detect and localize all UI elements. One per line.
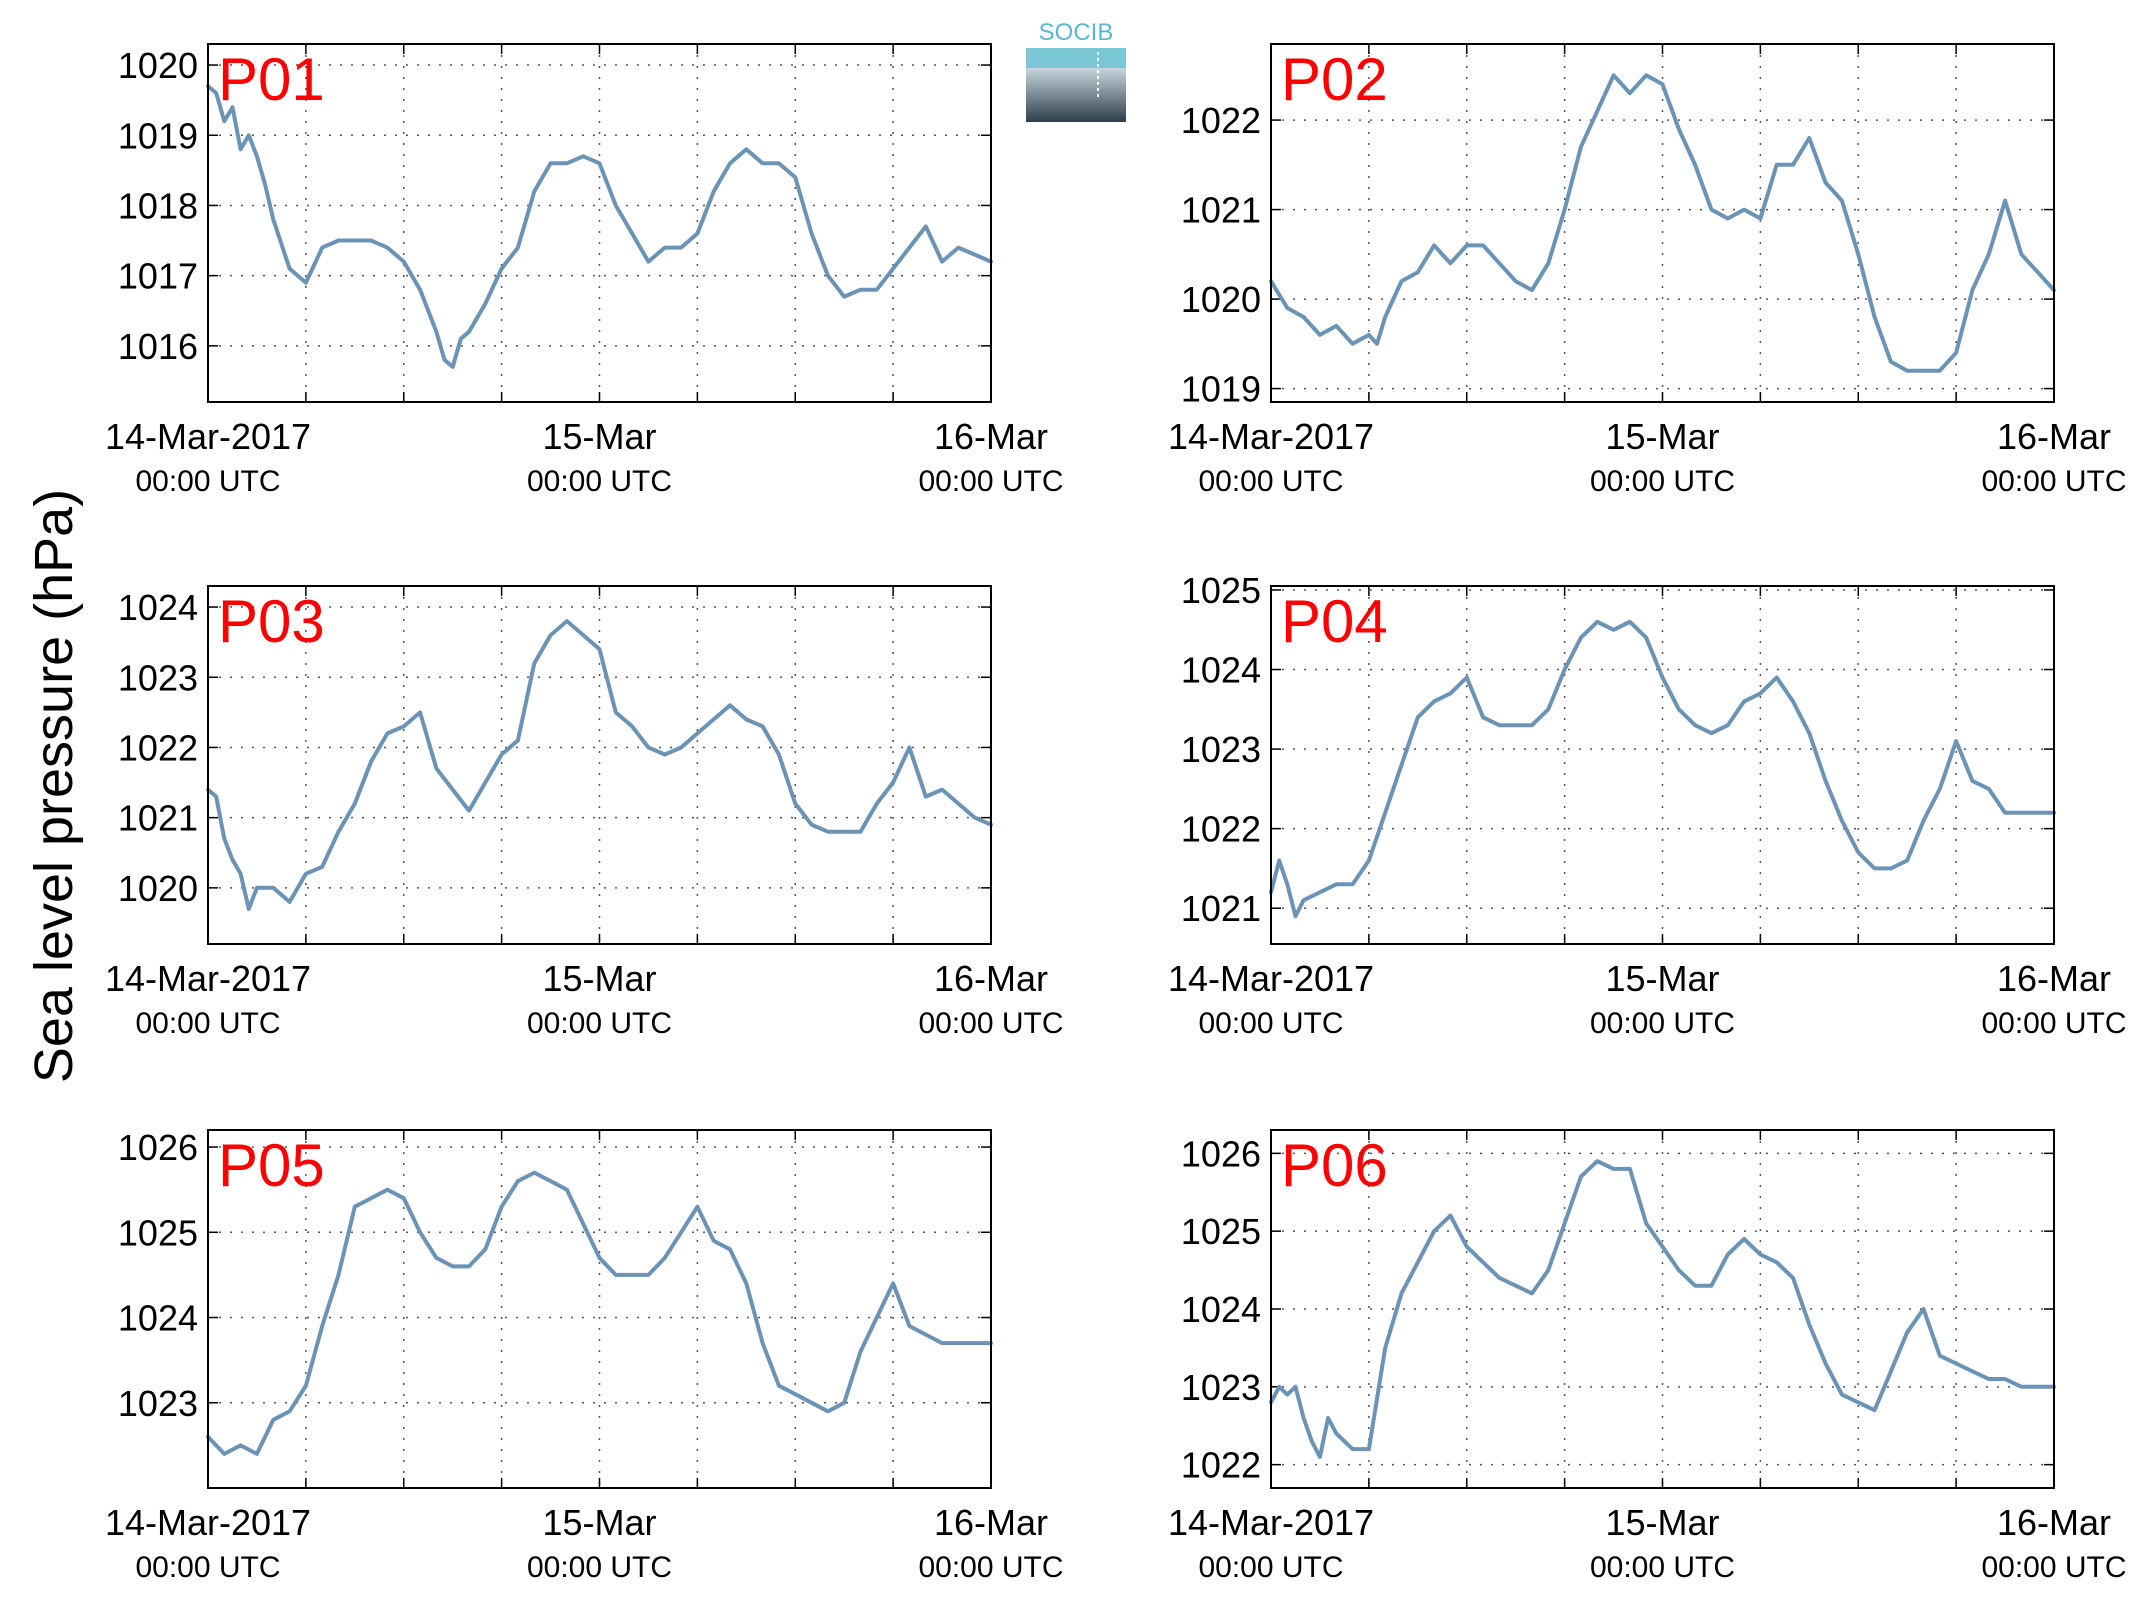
x-tick-label-time: 00:00 UTC [135,1007,280,1040]
x-tick-label-time: 00:00 UTC [135,1551,280,1584]
y-tick-label: 1020 [118,868,198,909]
panel-label: P03 [218,588,325,655]
axes-frame [1270,1129,2055,1489]
y-tick-label: 1021 [118,798,198,839]
x-tick-label-time: 00:00 UTC [527,1007,672,1040]
x-tick-label-time: 00:00 UTC [527,1551,672,1584]
x-tick-label-date: 15-Mar [1605,958,1719,999]
y-tick-label: 1020 [118,45,198,86]
panel-p04: 1021 1022 1023 1024 1025 14-Mar-2017 00:00 UTC… [1168,570,2127,1040]
x-tick-label-time: 00:00 UTC [135,465,280,498]
x-tick-label-date: 15-Mar [542,416,656,457]
x-tick-label-time: 00:00 UTC [1198,465,1343,498]
x-tick-label-time: 00:00 UTC [527,465,672,498]
axes-frame [1270,43,2055,403]
x-tick-label-date: 16-Mar [1997,958,2111,999]
pressure-series-line [206,1170,993,1456]
pressure-series-line [1269,619,2056,919]
y-tick-label: 1017 [118,256,198,297]
x-tick-label-date: 16-Mar [1997,416,2111,457]
x-tick-label-time: 00:00 UTC [1198,1551,1343,1584]
x-tick-label-date: 15-Mar [542,958,656,999]
x-tick-label-date: 15-Mar [1605,1502,1719,1543]
y-tick-label: 1022 [1181,100,1261,141]
y-tick-label: 1025 [1181,1211,1261,1252]
x-tick-label-date: 16-Mar [934,416,1048,457]
x-tick-label-time: 00:00 UTC [1590,1551,1735,1584]
axes-frame [207,585,992,945]
panel-p01: 1016 1017 1018 1019 1020 14-Mar-2017 00:00 UTC… [105,43,1064,498]
x-tick-label-time: 00:00 UTC [1590,1007,1735,1040]
panel-p05: 1023 1024 1025 1026 14-Mar-2017 00:00 UTC 15-M… [105,1127,1064,1584]
socib-logo-wave [1026,48,1126,70]
pressure-series-line [1269,73,2056,373]
x-tick-label-date: 16-Mar [934,1502,1048,1543]
y-tick-label: 1026 [118,1127,198,1168]
y-tick-label: 1022 [118,727,198,768]
x-tick-label-time: 00:00 UTC [1981,1007,2126,1040]
panel-label: P05 [218,1132,325,1199]
y-tick-label: 1024 [118,1298,198,1339]
pressure-series-line [1269,1159,2056,1459]
y-tick-label: 1019 [118,115,198,156]
panel-p03: 1020 1021 1022 1023 1024 14-Mar-2017 00:00 UTC… [105,585,1064,1040]
panel-label: P04 [1281,588,1388,655]
panels: 1016 1017 1018 1019 1020 14-Mar-2017 00:00 UTC… [105,43,2127,1584]
pressure-series-line [206,619,993,911]
y-tick-label: 1025 [1181,570,1261,611]
panel-label: P01 [218,46,325,113]
y-tick-label: 1026 [1181,1133,1261,1174]
y-tick-label: 1024 [1181,1289,1261,1330]
y-tick-label: 1022 [1181,809,1261,850]
x-tick-label-time: 00:00 UTC [1981,465,2126,498]
y-tick-label: 1024 [118,587,198,628]
x-tick-label-date: 15-Mar [1605,416,1719,457]
y-tick-label: 1021 [1181,888,1261,929]
x-tick-label-date: 14-Mar-2017 [1168,1502,1374,1543]
x-tick-label-date: 15-Mar [542,1502,656,1543]
x-tick-label-time: 00:00 UTC [1981,1551,2126,1584]
y-tick-label: 1019 [1181,369,1261,410]
axes-frame [207,43,992,403]
y-tick-label: 1021 [1181,190,1261,231]
panel-label: P02 [1281,46,1388,113]
panel-label: P06 [1281,1132,1388,1199]
panel-p02: 1019 1020 1021 1022 14-Mar-2017 00:00 UTC 15-M… [1168,43,2127,498]
y-tick-label: 1023 [1181,729,1261,770]
y-tick-label: 1023 [118,657,198,698]
y-tick-label: 1020 [1181,279,1261,320]
x-tick-label-date: 14-Mar-2017 [1168,416,1374,457]
x-tick-label-date: 16-Mar [1997,1502,2111,1543]
x-tick-label-time: 00:00 UTC [918,465,1063,498]
y-tick-label: 1023 [1181,1367,1261,1408]
socib-logo-body [1026,68,1126,122]
x-tick-label-time: 00:00 UTC [918,1007,1063,1040]
socib-logo: SOCIB [1026,19,1126,122]
y-tick-label: 1024 [1181,650,1261,691]
y-axis-label: Sea level pressure (hPa) [24,489,84,1083]
y-tick-label: 1018 [118,185,198,226]
x-tick-label-date: 14-Mar-2017 [105,416,311,457]
socib-logo-text: SOCIB [1039,19,1114,46]
y-tick-label: 1025 [118,1212,198,1253]
axes-frame [1270,585,2055,945]
x-tick-label-time: 00:00 UTC [1590,465,1735,498]
axes-frame [207,1129,992,1489]
x-tick-label-date: 14-Mar-2017 [105,958,311,999]
x-tick-label-date: 14-Mar-2017 [1168,958,1374,999]
x-tick-label-date: 14-Mar-2017 [105,1502,311,1543]
x-tick-label-time: 00:00 UTC [918,1551,1063,1584]
x-tick-label-date: 16-Mar [934,958,1048,999]
panel-p06: 1022 1023 1024 1025 1026 14-Mar-2017 00:00 UTC… [1168,1129,2127,1584]
pressure-series-line [206,84,993,369]
y-tick-label: 1023 [118,1383,198,1424]
y-tick-label: 1022 [1181,1445,1261,1486]
x-tick-label-time: 00:00 UTC [1198,1007,1343,1040]
y-tick-label: 1016 [118,326,198,367]
